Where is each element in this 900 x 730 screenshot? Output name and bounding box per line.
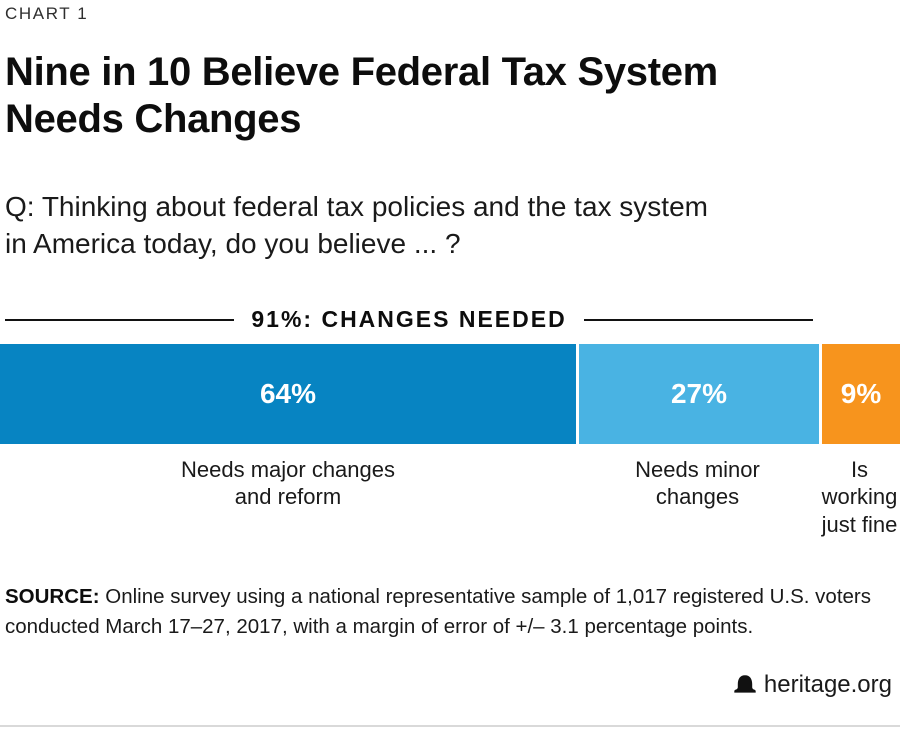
chart-kicker: CHART 1 bbox=[5, 4, 89, 23]
chart-title-line1: Nine in 10 Believe Federal Tax System bbox=[5, 50, 718, 94]
changes-needed-bracket: 91%: CHANGES NEEDED bbox=[5, 305, 814, 335]
chart-title: Nine in 10 Believe Federal Tax System Nee… bbox=[5, 49, 893, 143]
bracket-line-right bbox=[583, 318, 814, 321]
bar-segment-2: 27% bbox=[576, 343, 819, 444]
segment-label-1: Needs major changes and reform bbox=[180, 456, 395, 510]
survey-question-line1: Q: Thinking about federal tax policies a… bbox=[5, 190, 708, 222]
stacked-bar-labels: Needs major changes and reform Needs minor… bbox=[0, 456, 900, 539]
bottom-divider bbox=[0, 725, 900, 727]
bracket-label: 91%: CHANGES NEEDED bbox=[251, 306, 567, 332]
segment-label-2: Needs minor changes bbox=[635, 456, 760, 510]
brand-mark: heritage.org bbox=[733, 671, 892, 699]
survey-question: Q: Thinking about federal tax policies a… bbox=[5, 189, 893, 263]
chart-title-line2: Needs Changes bbox=[5, 96, 302, 141]
stacked-bar: 64% 27% 9% bbox=[0, 343, 900, 444]
segment-value-label: 9% bbox=[840, 377, 882, 409]
bracket-line-left bbox=[5, 318, 235, 321]
source-label: SOURCE: bbox=[5, 585, 100, 608]
bar-segment-3: 9% bbox=[819, 343, 900, 444]
brand-label: heritage.org bbox=[763, 671, 892, 698]
source-text: Online survey using a national represent… bbox=[5, 585, 871, 638]
segment-value-label: 27% bbox=[670, 377, 728, 409]
survey-question-line2: in America today, do you believe ... ? bbox=[5, 227, 461, 259]
segment-label-3: Is working just fine bbox=[821, 456, 898, 537]
source-note: SOURCE: Online survey using a national r… bbox=[5, 582, 885, 642]
chart-page: CHART 1 Nine in 10 Believe Federal Tax S… bbox=[0, 4, 900, 335]
liberty-bell-icon bbox=[734, 675, 756, 693]
segment-value-label: 64% bbox=[259, 377, 317, 409]
bar-segment-1: 64% bbox=[0, 343, 576, 444]
